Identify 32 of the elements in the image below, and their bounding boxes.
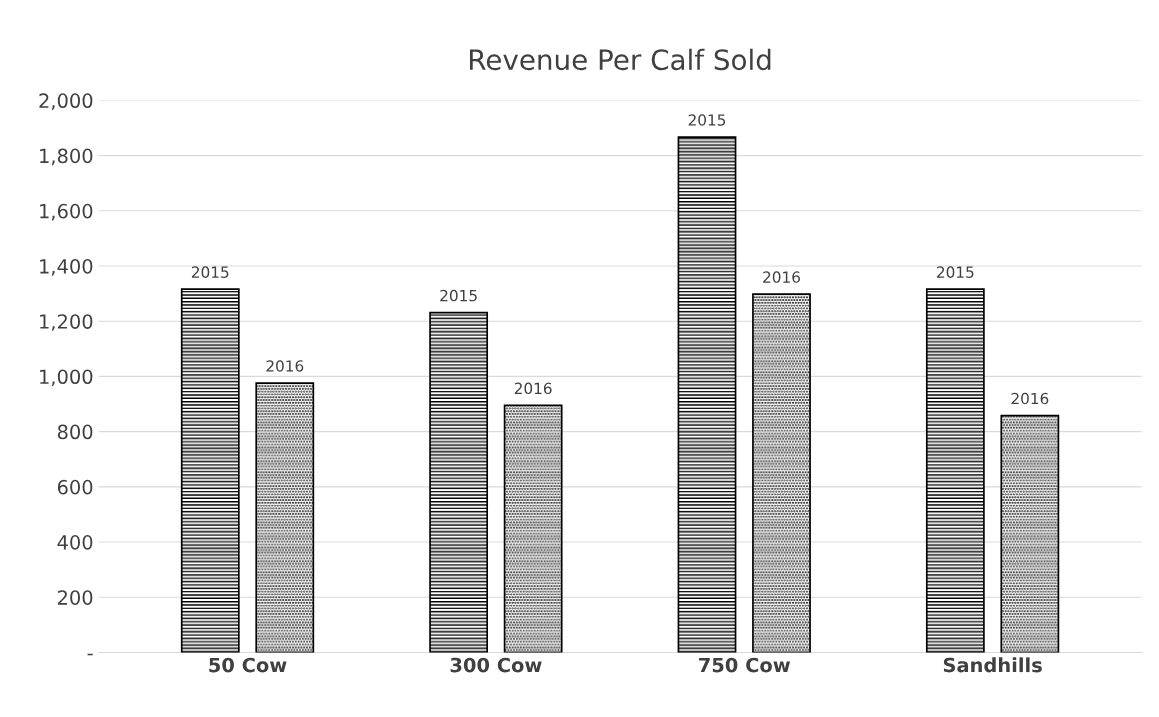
y-tick-label: 1,000 <box>40 369 93 387</box>
bar <box>1000 414 1060 653</box>
series-label: 2015 <box>688 114 726 126</box>
y-tick-label: - <box>87 653 93 656</box>
text: 2015 <box>191 266 229 278</box>
text: 2016 <box>763 271 800 283</box>
chart-title: Revenue Per Calf Sold <box>469 48 771 71</box>
bar <box>180 288 240 653</box>
bar <box>677 136 737 653</box>
x-tick-label: 300 Cow <box>450 657 542 673</box>
y-tick-label: 800 <box>57 424 93 440</box>
y-tick-label: 2,000 <box>39 93 93 111</box>
x-tick-label: 50 Cow <box>209 657 287 673</box>
y-tick-label: 400 <box>57 535 93 550</box>
text: 2016 <box>514 382 552 395</box>
series-label: 2016 <box>266 360 304 372</box>
text: 2015 <box>440 289 477 302</box>
y-tick-label: 1,800 <box>40 148 93 166</box>
x-tick-label: Sandhills <box>943 657 1042 673</box>
y-tick-label: 1,200 <box>40 314 93 331</box>
bar <box>255 382 315 653</box>
y-tick-label: 600 <box>57 479 93 495</box>
x-tick-label: 750 Cow <box>699 657 791 673</box>
text: 2015 <box>937 266 974 278</box>
y-tick-label: 1,400 <box>40 258 93 276</box>
y-tick-label: 1,600 <box>40 203 93 221</box>
bar <box>503 404 563 653</box>
y-tick-label: 200 <box>57 590 93 605</box>
text: 2016 <box>1011 392 1049 405</box>
bar <box>429 311 489 653</box>
bar <box>752 293 811 653</box>
bar <box>925 288 985 653</box>
